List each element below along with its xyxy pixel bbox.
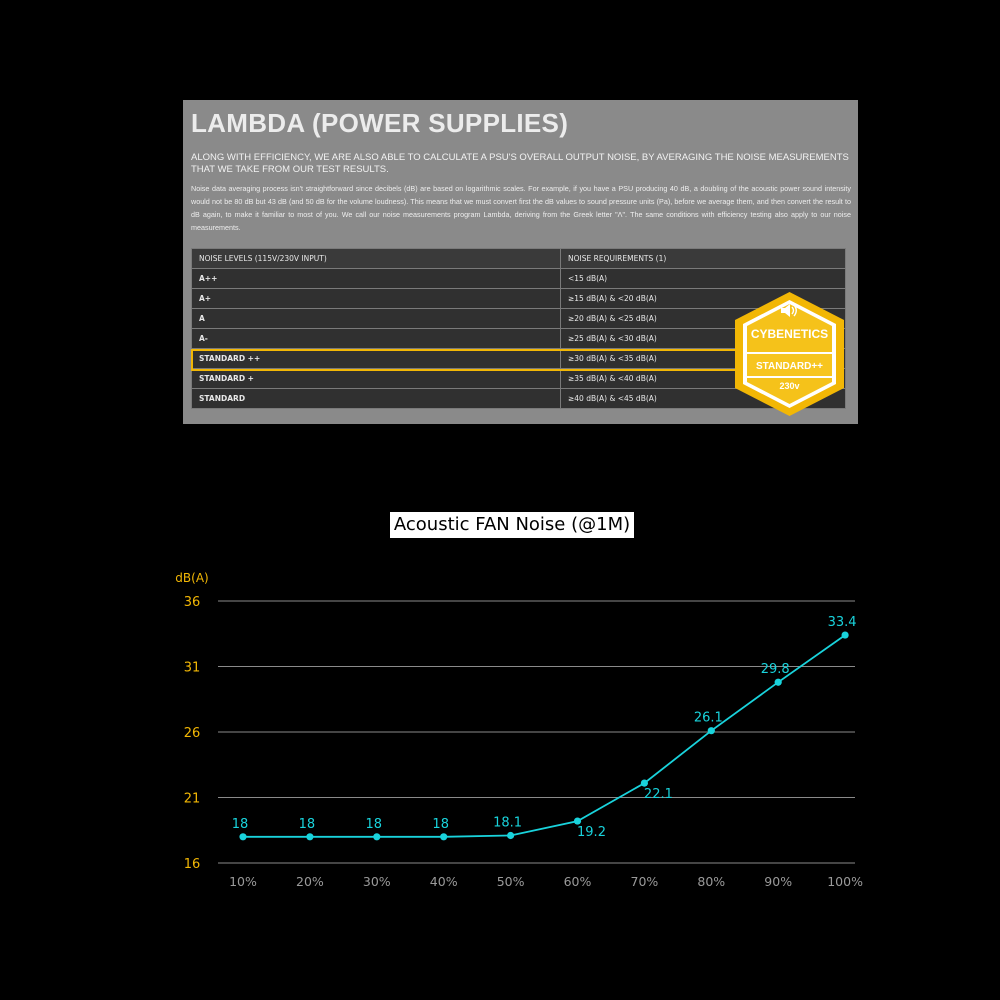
data-point (306, 833, 314, 841)
y-tick-label: 36 (184, 595, 201, 610)
data-label: 18 (232, 817, 249, 832)
data-label: 33.4 (828, 615, 857, 630)
data-label: 18.1 (493, 815, 522, 830)
data-label: 22.1 (644, 787, 673, 802)
data-point (440, 833, 448, 841)
x-tick-label: 100% (827, 874, 863, 889)
noise-level-cell: STANDARD + (191, 368, 561, 389)
x-tick-label: 10% (229, 874, 257, 889)
cybenetics-badge: CYBENETICS STANDARD++ 230v (735, 292, 844, 416)
header-noise-levels: NOISE LEVELS (115V/230V INPUT) (191, 248, 561, 269)
data-point (507, 831, 515, 840)
data-point (707, 727, 715, 735)
panel-lead-text: ALONG WITH EFFICIENCY, WE ARE ALSO ABLE … (191, 152, 849, 175)
x-tick-label: 70% (631, 874, 659, 889)
data-point (841, 631, 849, 639)
x-tick-label: 30% (363, 874, 391, 889)
y-tick-label: 16 (184, 857, 201, 872)
x-tick-label: 50% (497, 874, 525, 889)
panel-title: LAMBDA (POWER SUPPLIES) (191, 108, 569, 138)
data-point (373, 833, 381, 841)
badge-voltage: 230v (779, 381, 799, 391)
y-tick-label: 26 (184, 726, 201, 741)
data-label: 18 (299, 817, 316, 832)
x-tick-label: 60% (564, 874, 592, 889)
table-row: A++ <15 dB(A) (191, 268, 846, 289)
x-tick-label: 80% (697, 874, 725, 889)
noise-level-cell: A++ (191, 268, 561, 289)
x-tick-label: 20% (296, 874, 324, 889)
header-noise-requirements: NOISE REQUIREMENTS (1) (560, 248, 846, 269)
badge-rating: STANDARD++ (756, 361, 823, 372)
badge-brand: CYBENETICS (751, 327, 828, 341)
data-label: 29.8 (761, 662, 790, 677)
y-tick-label: 31 (184, 661, 201, 676)
x-tick-label: 90% (764, 874, 792, 889)
table-header-row: NOISE LEVELS (115V/230V INPUT) NOISE REQ… (191, 248, 846, 269)
series-line (243, 634, 846, 838)
chart-title: Acoustic FAN Noise (@1M) (390, 512, 634, 538)
noise-requirement-cell: <15 dB(A) (560, 268, 846, 289)
data-label: 26.1 (694, 711, 723, 726)
badge-rating-ribbon-inner (747, 354, 832, 376)
data-point (774, 678, 782, 686)
data-point (239, 833, 247, 841)
x-tick-label: 40% (430, 874, 458, 889)
panel-body-text: Noise data averaging process isn't strai… (191, 184, 851, 232)
speaker-icon (781, 304, 797, 317)
data-label: 19.2 (577, 825, 606, 840)
data-point (640, 779, 649, 787)
y-axis-label: dB(A) (175, 571, 208, 585)
data-label: 18 (432, 817, 449, 832)
noise-level-cell: A (191, 308, 561, 329)
data-point (573, 817, 582, 825)
data-label: 18 (366, 817, 383, 832)
noise-level-cell: STANDARD (191, 388, 561, 409)
y-tick-label: 21 (184, 792, 201, 807)
